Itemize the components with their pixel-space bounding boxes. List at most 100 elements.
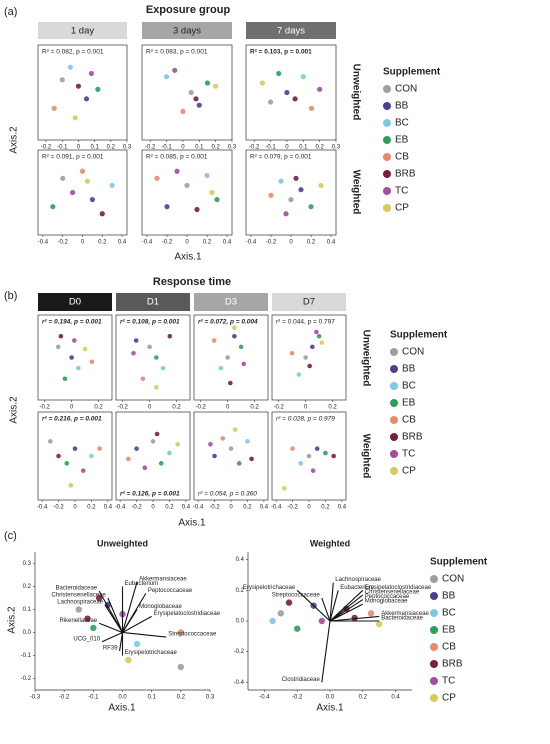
- point: [310, 344, 315, 350]
- point: [82, 346, 88, 352]
- x-axis-title: Axis.1: [108, 703, 136, 714]
- point: [276, 70, 282, 77]
- point: [308, 105, 315, 111]
- x-tick-label: 0.3: [123, 145, 132, 151]
- legend-label: BC: [442, 608, 456, 619]
- row-label: Weighted: [360, 434, 371, 479]
- point: [306, 453, 312, 459]
- column-header-label: D0: [69, 297, 81, 308]
- x-tick-label: -0.1: [265, 145, 276, 151]
- y-tick-label: -0.4: [234, 680, 245, 686]
- x-tick-label: 0.2: [307, 240, 316, 246]
- taxon-label: RF39: [103, 645, 118, 651]
- x-tick-label: 0.4: [391, 695, 400, 701]
- x-tick-label: -0.2: [131, 505, 142, 511]
- plot-title: Unweighted: [97, 538, 148, 548]
- plot-frame: [245, 149, 337, 236]
- loading-arrow: [101, 631, 123, 643]
- row-label: Weighted: [350, 170, 361, 215]
- x-tick-label: -0.2: [196, 405, 207, 411]
- point: [318, 182, 324, 189]
- point: [288, 196, 294, 203]
- legend-swatch: [430, 626, 438, 634]
- point: [154, 431, 160, 437]
- point: [50, 204, 56, 210]
- loading-arrow: [98, 622, 123, 634]
- point: [95, 594, 103, 602]
- x-tick-label: 0: [289, 240, 293, 246]
- x-tick-label: -0.2: [287, 505, 298, 511]
- loading-arrow: [122, 609, 138, 633]
- legend-label: EB: [395, 135, 409, 146]
- point: [285, 599, 293, 606]
- point: [310, 468, 316, 473]
- panel-label: (c): [4, 530, 17, 542]
- point: [284, 89, 290, 96]
- point: [236, 461, 242, 466]
- x-tick-label: -0.4: [271, 505, 282, 511]
- plot-frame: [37, 411, 113, 501]
- legend-label: BC: [395, 118, 409, 129]
- x-tick-label: -0.2: [162, 240, 173, 246]
- point: [228, 446, 234, 451]
- point: [289, 350, 295, 356]
- point: [56, 453, 61, 459]
- point: [62, 376, 68, 382]
- panel-title: Exposure group: [146, 4, 231, 16]
- x-tick-label: 0: [229, 505, 233, 511]
- taxon-label: Christensenellaceae: [52, 593, 107, 599]
- point: [89, 453, 94, 459]
- y-tick-label: 0.2: [23, 584, 32, 590]
- x-tick-label: -0.3: [30, 695, 41, 701]
- point: [89, 196, 95, 203]
- point: [48, 439, 53, 444]
- stat-label: r² = 0.044, p = 0.797: [276, 319, 335, 326]
- legend-swatch: [390, 416, 398, 424]
- y-tick-label: 0.3: [23, 561, 32, 567]
- point: [67, 64, 73, 70]
- point: [167, 333, 173, 339]
- x-tick-label: 0.1: [90, 145, 99, 151]
- stat-label: r² = 0.194, p = 0.001: [42, 319, 102, 326]
- point: [319, 340, 325, 345]
- legend-swatch: [430, 609, 438, 617]
- plot-frame: [115, 411, 191, 501]
- stat-label: R² = 0.082, p = 0.001: [42, 49, 104, 56]
- legend-label: CON: [442, 574, 464, 585]
- x-tick-label: 0.0: [118, 695, 127, 701]
- legend-label: CP: [442, 693, 456, 704]
- point: [79, 168, 86, 174]
- point: [194, 206, 200, 213]
- point: [126, 456, 131, 462]
- plot-frame: [193, 411, 269, 501]
- legend-swatch: [383, 170, 391, 178]
- point: [238, 344, 244, 350]
- x-tick-label: 0.4: [338, 505, 347, 511]
- taxon-label: Clostridiaceae: [282, 677, 321, 683]
- x-tick-label: -0.4: [246, 240, 257, 246]
- legend-swatch: [383, 153, 391, 161]
- point: [69, 355, 74, 360]
- x-tick-label: 0: [285, 145, 289, 151]
- column-header: [246, 22, 336, 39]
- point: [298, 187, 304, 193]
- point: [218, 365, 224, 371]
- row-label: Unweighted: [350, 64, 361, 121]
- column-header-label: 7 days: [277, 26, 305, 37]
- plot-frame: [271, 314, 347, 401]
- legend-swatch: [430, 677, 438, 685]
- x-tick-label: -0.4: [37, 505, 48, 511]
- legend-label: TC: [395, 186, 408, 197]
- point: [300, 74, 306, 80]
- row-label: Unweighted: [360, 330, 371, 387]
- point: [160, 365, 166, 371]
- point: [228, 380, 233, 386]
- point: [317, 86, 323, 92]
- x-tick-label: -0.2: [40, 405, 51, 411]
- x-axis-title: Axis.1: [178, 518, 206, 529]
- stat-label: r² = 0.108, p = 0.001: [120, 319, 180, 326]
- x-tick-label: 0: [73, 505, 77, 511]
- plot-frame: [37, 44, 128, 141]
- plot-frame: [115, 314, 191, 401]
- x-tick-label: 0.2: [177, 695, 186, 701]
